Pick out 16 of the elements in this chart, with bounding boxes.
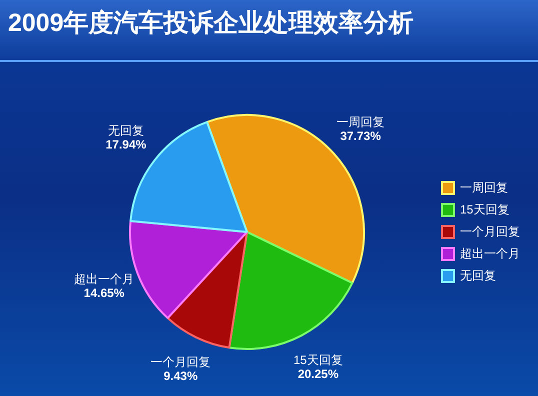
legend-label: 一周回复	[460, 180, 508, 194]
legend-label: 无回复	[460, 268, 496, 282]
legend-label: 超出一个月	[460, 246, 520, 260]
slice-label: 15天回复	[293, 352, 343, 367]
data-label: 17.94%	[106, 138, 147, 152]
data-label: 14.65%	[84, 286, 125, 300]
data-label: 20.25%	[298, 366, 339, 381]
data-label: 9.43%	[164, 369, 198, 384]
data-label: 37.73%	[340, 128, 382, 143]
slice-label: 无回复	[108, 124, 144, 138]
chart-title: 2009年度汽车投诉企业处理效率分析	[8, 8, 414, 39]
slice-label: 一周回复	[336, 114, 385, 129]
legend-label: 15天回复	[460, 202, 510, 216]
slice-label: 一个月回复	[150, 355, 211, 370]
legend-label: 一个月回复	[460, 224, 520, 238]
slice-label: 超出一个月	[74, 272, 134, 286]
